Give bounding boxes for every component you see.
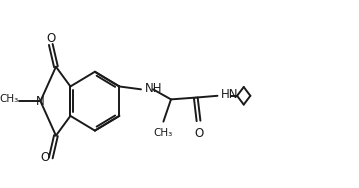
Text: CH₃: CH₃ bbox=[0, 94, 19, 104]
Text: NH: NH bbox=[145, 82, 163, 95]
Text: O: O bbox=[40, 151, 50, 164]
Text: O: O bbox=[46, 32, 55, 45]
Text: O: O bbox=[194, 127, 203, 140]
Text: HN: HN bbox=[221, 88, 238, 101]
Text: CH₃: CH₃ bbox=[154, 128, 173, 138]
Text: N: N bbox=[36, 95, 45, 108]
